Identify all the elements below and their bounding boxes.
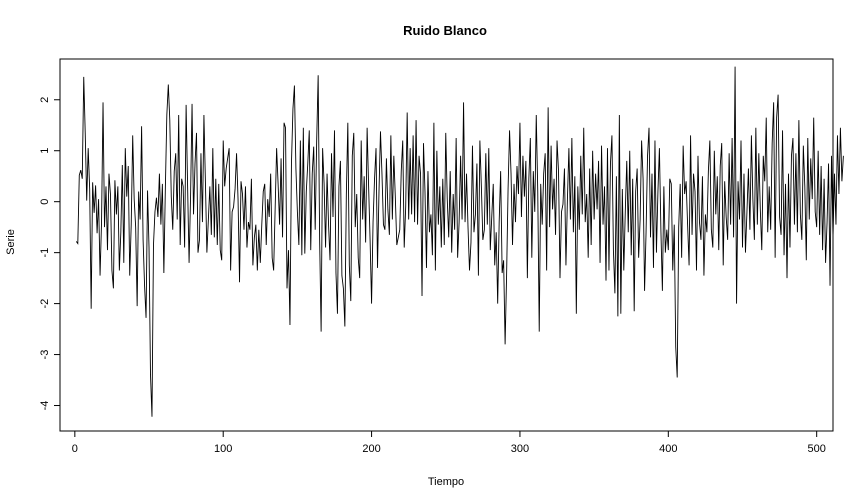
chart-title: Ruido Blanco: [403, 23, 487, 38]
x-tick-label: 400: [659, 443, 677, 455]
y-tick-label: 0: [39, 199, 51, 205]
y-tick-label: -2: [39, 299, 51, 309]
x-tick-label: 0: [72, 443, 78, 455]
y-tick-label: 1: [39, 148, 51, 154]
y-tick-label: -1: [39, 248, 51, 258]
x-axis: 0 100 200 300 400 500: [72, 430, 826, 455]
y-tick-label: -4: [39, 401, 51, 411]
x-tick-label: 200: [362, 443, 380, 455]
x-tick-label: 100: [214, 443, 232, 455]
x-tick-label: 300: [511, 443, 529, 455]
y-axis-title: Serie: [5, 229, 17, 255]
plot-box: [59, 58, 834, 432]
x-axis-title: Tiempo: [428, 476, 464, 488]
y-tick-label: 2: [39, 97, 51, 103]
y-tick-label: -3: [39, 350, 51, 360]
series-layer: [75, 66, 844, 417]
series-line-0: [75, 66, 844, 417]
x-tick-label: 500: [807, 443, 825, 455]
y-axis: -4 -3 -2 -1 0 1 2: [39, 97, 61, 411]
